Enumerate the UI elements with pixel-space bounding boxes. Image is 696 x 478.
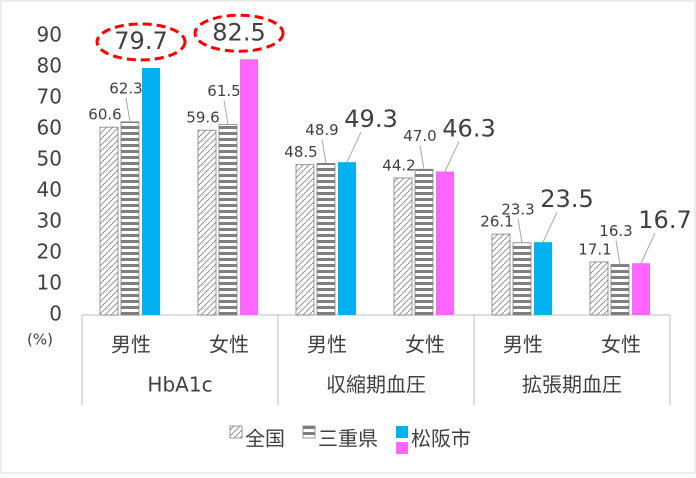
group-label: 拡張期血圧 bbox=[522, 373, 622, 397]
leader-line bbox=[125, 97, 131, 122]
x-tick-label: 女性 bbox=[209, 333, 249, 357]
leader-line bbox=[615, 240, 621, 265]
x-tick-label: 男性 bbox=[307, 333, 347, 357]
y-tick-label: 30 bbox=[37, 209, 62, 233]
legend-swatch bbox=[229, 425, 243, 439]
value-label: 23.5 bbox=[540, 185, 593, 213]
x-tick-label: 男性 bbox=[111, 333, 151, 357]
bar bbox=[393, 177, 413, 316]
y-tick-label: 0 bbox=[49, 302, 62, 326]
y-tick-label: 70 bbox=[37, 85, 62, 109]
value-label: 82.5 bbox=[212, 18, 265, 46]
bar bbox=[142, 67, 160, 316]
x-tick-label: 男性 bbox=[503, 333, 543, 357]
value-label: 61.5 bbox=[207, 82, 240, 100]
leader-line bbox=[419, 145, 425, 170]
bar bbox=[338, 162, 356, 315]
bar bbox=[414, 168, 434, 316]
legend-swatch bbox=[396, 426, 408, 438]
bar bbox=[610, 264, 630, 316]
highlight-circle bbox=[193, 13, 285, 53]
bar bbox=[240, 59, 258, 315]
bar bbox=[197, 129, 217, 316]
legend-swatch bbox=[302, 425, 316, 439]
value-label: 26.1 bbox=[480, 213, 513, 231]
highlight-circle bbox=[95, 22, 187, 62]
value-label: 47.0 bbox=[403, 127, 436, 145]
value-label: 46.3 bbox=[442, 114, 495, 142]
bar bbox=[512, 242, 532, 316]
value-label: 23.3 bbox=[501, 200, 534, 218]
leader-line bbox=[517, 218, 523, 243]
y-tick-label: 50 bbox=[37, 147, 62, 171]
x-tick-label: 女性 bbox=[405, 333, 445, 357]
bar bbox=[589, 261, 609, 316]
bar bbox=[316, 163, 336, 316]
y-tick-label: 60 bbox=[37, 116, 62, 140]
legend-label: 松阪市 bbox=[411, 427, 471, 451]
value-label: 16.7 bbox=[638, 206, 691, 234]
y-tick-label: 90 bbox=[37, 23, 62, 47]
bar bbox=[491, 233, 511, 316]
value-label: 59.6 bbox=[186, 109, 219, 127]
value-label: 16.3 bbox=[599, 222, 632, 240]
bar bbox=[295, 164, 315, 316]
leader-line bbox=[346, 131, 362, 163]
value-label: 60.6 bbox=[88, 106, 121, 124]
value-label: 17.1 bbox=[578, 240, 611, 258]
leader-line bbox=[444, 141, 460, 172]
bar bbox=[218, 123, 238, 316]
legend-swatch bbox=[396, 442, 408, 454]
y-tick-label: 40 bbox=[37, 178, 62, 202]
group-label: 収縮期血圧 bbox=[326, 373, 426, 397]
leader-line bbox=[542, 211, 558, 243]
bar bbox=[99, 126, 119, 316]
value-label: 49.3 bbox=[344, 105, 397, 133]
bar bbox=[436, 171, 454, 315]
y-tick-label: 10 bbox=[37, 271, 62, 295]
bar bbox=[534, 242, 552, 315]
bar bbox=[120, 121, 140, 316]
y-tick-label: 20 bbox=[37, 240, 62, 264]
legend-label: 三重県 bbox=[318, 427, 378, 451]
bar bbox=[632, 263, 650, 315]
leader-line bbox=[321, 139, 327, 164]
group-label: HbA1c bbox=[147, 373, 212, 397]
leader-line bbox=[223, 100, 229, 125]
y-tick-label: 80 bbox=[37, 54, 62, 78]
value-label: 62.3 bbox=[109, 79, 142, 97]
value-label: 79.7 bbox=[114, 27, 167, 55]
leader-line bbox=[640, 233, 656, 264]
value-label: 44.2 bbox=[382, 156, 415, 174]
x-tick-label: 女性 bbox=[601, 333, 641, 357]
value-label: 48.5 bbox=[284, 143, 317, 161]
unit-label: (%) bbox=[27, 331, 53, 349]
value-label: 48.9 bbox=[305, 121, 338, 139]
legend-label: 全国 bbox=[245, 427, 285, 451]
